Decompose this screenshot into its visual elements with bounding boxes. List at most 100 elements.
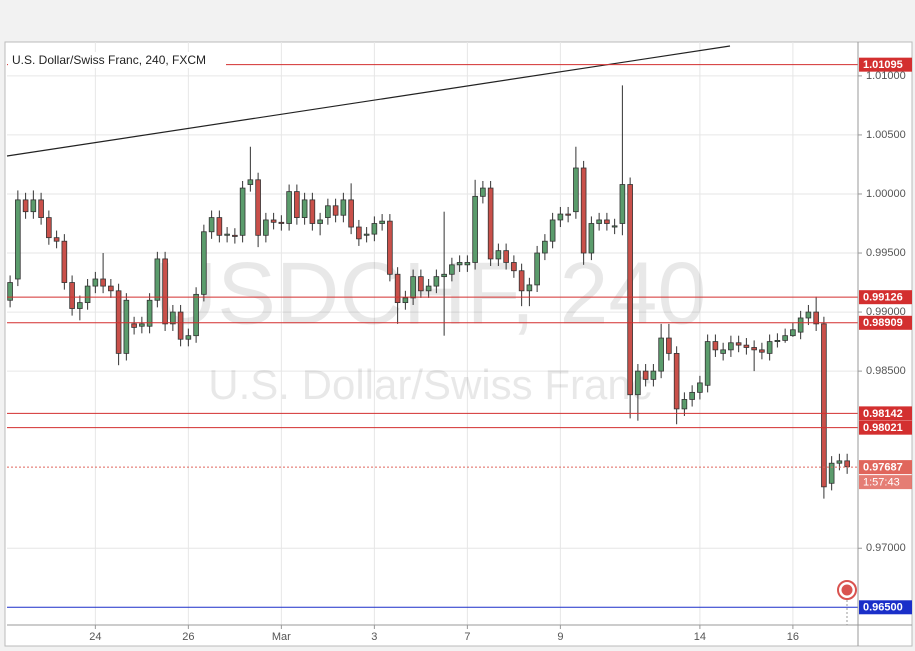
countdown-box [859,475,912,490]
candle-body [139,323,145,327]
candle-body [759,349,765,353]
candle-body [232,234,238,237]
candle-body [46,217,52,239]
candle-body [774,340,781,342]
candle-body [697,382,703,393]
level-label-box [859,290,912,305]
y-tick-label: 0.99000 [866,306,906,318]
candle-body [255,179,261,236]
candle-body [449,264,455,275]
candle-body [100,278,106,287]
level-label: 0.96500 [863,602,903,614]
watermark-description: U.S. Dollar/Swiss Franc [208,361,651,408]
candle-body [565,213,571,216]
level-label-box [859,406,912,421]
candle-body [487,187,494,260]
candle-body [15,199,21,280]
candle-body [844,460,850,468]
candle-body [154,258,161,301]
candle-body [518,270,525,292]
candle-body [650,370,657,380]
candle-body [216,217,223,236]
candle-body [588,223,595,254]
level-label: 0.98021 [863,422,903,434]
candle-body [402,297,409,304]
alert-dot[interactable] [841,584,853,596]
candle-body [410,276,416,299]
candle-body [270,219,277,223]
candle-body [363,233,370,236]
candle-body [836,460,843,464]
level-label-box [859,420,912,435]
candle-body [689,391,695,400]
candle-body [325,205,331,218]
candle-body [418,276,424,292]
level-label-box [859,315,912,330]
candle-body [596,219,602,224]
candle-body [201,231,207,295]
chart-frame [4,41,913,647]
last-price-label: 0.97687 [863,462,903,474]
level-label: 1.01095 [863,59,903,71]
candle-body [743,344,750,348]
candle-body [673,352,680,410]
y-tick-label: 0.99500 [866,247,906,259]
candle-body [379,220,385,224]
candle-body [805,311,812,319]
candle-body [619,184,626,224]
candle-body [208,217,215,233]
candle-body [611,225,618,228]
y-tick-label: 0.98500 [866,365,906,377]
candle-body [666,337,672,354]
candle-body [456,262,463,266]
candle-body [573,167,579,213]
countdown-label: 1:57:43 [863,477,900,489]
candle-body [681,399,688,410]
candle-body [224,233,230,236]
level-label: 0.98142 [863,408,903,420]
candle-body [433,276,440,287]
candle-body [472,195,478,263]
candle-body [332,205,339,216]
candle-body [53,237,60,242]
alert-icon[interactable] [837,580,857,625]
candle-body [371,223,378,235]
x-tick-label: 14 [694,631,706,643]
candle-body [286,191,292,224]
candle-body [813,311,819,325]
candle-body [751,347,757,351]
candle-body [278,221,285,224]
grid-layer [7,42,862,629]
candle-body [735,342,742,346]
candle-body [123,299,130,354]
y-tick-label: 1.00000 [866,188,906,200]
candle-body [542,240,548,254]
candle-body [480,187,486,197]
candle-body [340,199,347,216]
last-price-box [859,460,912,475]
candle-body [557,213,564,221]
candle-body [394,273,401,304]
x-tick-label: Mar [272,631,291,643]
y-tick-label: 1.00500 [866,129,906,141]
candle-body [511,262,517,272]
candle-body [177,311,184,340]
candle-body [193,293,199,337]
x-tick-label: 26 [182,631,194,643]
candle-body [534,252,540,286]
candle-body [425,285,432,292]
y-tick-label: 0.97000 [866,542,906,554]
candle-body [658,337,664,372]
candle-body [108,285,114,292]
x-tick-label: 24 [89,631,101,643]
candle-body [61,240,68,283]
x-tick-label: 3 [371,631,377,643]
levels-layer: 1.01095 0.99126 0.98909 0.98142 0.98021 0.965… [7,57,912,615]
candle-body [92,278,99,287]
candle-body [821,323,827,488]
candle-body [294,191,300,218]
level-label-box [859,57,912,72]
candle-body [627,184,633,396]
candles-layer [7,85,850,499]
